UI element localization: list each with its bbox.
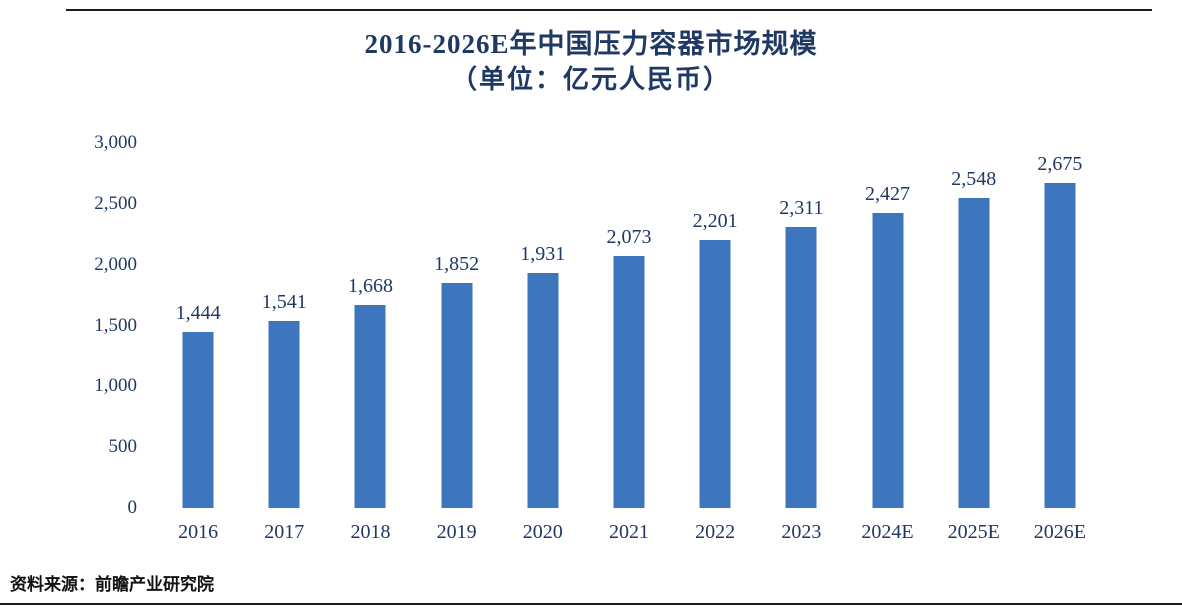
bar-value-label: 2,201 (692, 210, 738, 233)
bar (268, 320, 300, 508)
bar-value-label: 2,675 (1037, 152, 1083, 175)
x-axis-label: 2025E (947, 521, 1000, 543)
chart-subtitle: （单位：亿元人民币） (450, 65, 731, 94)
y-axis-tick-label: 3,000 (94, 132, 137, 153)
bar-column: 1,931 2020 (500, 143, 586, 543)
x-axis-label: 2018 (350, 521, 391, 543)
bar-column: 1,444 2016 (155, 143, 241, 543)
x-axis-label: 2020 (522, 521, 563, 543)
x-axis-label: 2023 (781, 521, 822, 543)
x-axis-label: 2019 (436, 521, 477, 543)
bar-value-label: 2,427 (865, 182, 911, 205)
bar-value-label: 1,668 (347, 275, 393, 298)
source-label: 资料来源：前瞻产业研究院 (10, 575, 214, 594)
bar-column: 1,541 2017 (241, 143, 327, 543)
bar-value-label: 1,444 (175, 302, 221, 325)
bar-value-label: 2,548 (951, 168, 997, 190)
bottom-border-line (0, 603, 1182, 605)
bar-value-label: 2,073 (606, 225, 652, 248)
y-axis-tick-label: 2,000 (94, 253, 137, 275)
bar-column: 2,201 2022 (672, 143, 758, 543)
x-axis-label: 2017 (264, 521, 305, 543)
bar-value-label: 1,931 (520, 243, 566, 266)
bar (958, 198, 990, 508)
y-axis-tick-label: 1,500 (94, 314, 137, 336)
y-axis-tick-label: 500 (108, 436, 138, 458)
x-axis-label: 2026E (1033, 521, 1086, 543)
bar-value-label: 1,541 (261, 290, 307, 313)
bar (872, 212, 904, 508)
y-axis: 0 500 1,000 1,500 2,000 2,500 3,000 (55, 132, 138, 518)
x-axis-label: 2024E (861, 521, 914, 543)
bar-column: 2,311 2023 (758, 143, 844, 543)
bar (527, 273, 559, 508)
y-axis-tick-label: 0 (127, 497, 138, 518)
x-axis-label: 2021 (608, 521, 649, 543)
chart-header: 2016-2026E年中国压力容器市场规模 （单位：亿元人民币） (0, 26, 1182, 98)
bar-column: 2,548 2025E (931, 143, 1017, 543)
bar (699, 240, 731, 508)
plot-area: 1,444 2016 1,541 2017 1,668 2018 1,852 2019 1,93… (155, 143, 1103, 543)
bar-column: 2,675 2026E (1017, 143, 1103, 543)
y-axis-tick-label: 1,000 (94, 375, 137, 397)
bar (441, 282, 473, 508)
x-axis-label: 2016 (178, 521, 219, 543)
chart-title: 2016-2026E年中国压力容器市场规模 (364, 29, 818, 59)
bar (354, 305, 386, 508)
bar (785, 226, 817, 508)
bar (182, 332, 214, 508)
bar-column: 2,427 2024E (844, 143, 930, 543)
y-axis-tick-label: 2,500 (94, 192, 137, 214)
bar-column: 1,668 2018 (327, 143, 413, 543)
bar (613, 255, 645, 508)
bar (1044, 182, 1076, 508)
x-axis-label: 2022 (695, 521, 736, 543)
bar-column: 1,852 2019 (414, 143, 500, 543)
bar-value-label: 2,311 (779, 196, 824, 219)
bar-value-label: 1,852 (434, 252, 480, 275)
bar-column: 2,073 2021 (586, 143, 672, 543)
top-border-line (66, 9, 1152, 11)
